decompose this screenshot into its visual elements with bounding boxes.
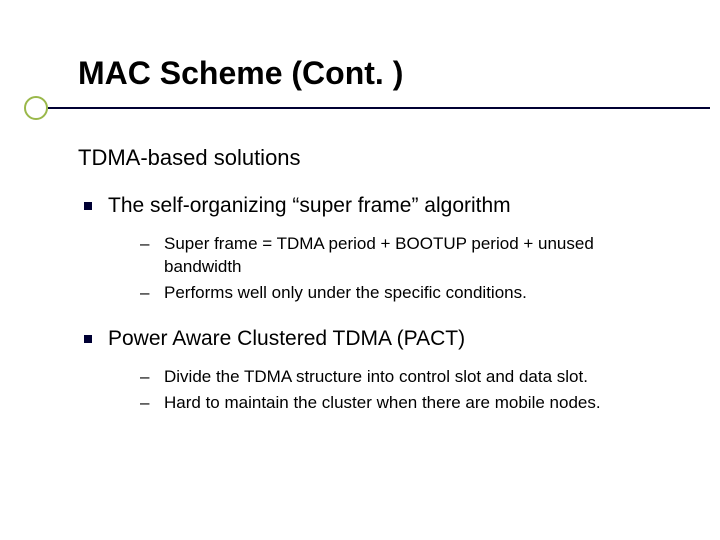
bullet-level2: – Hard to maintain the cluster when ther… — [78, 392, 670, 414]
bullet-level2: – Super frame = TDMA period + BOOTUP per… — [78, 233, 670, 277]
bullet-level1: Power Aware Clustered TDMA (PACT) — [78, 326, 670, 352]
bullet-text: Super frame = TDMA period + BOOTUP perio… — [164, 234, 594, 275]
subheading: TDMA-based solutions — [78, 145, 670, 171]
slide: MAC Scheme (Cont. ) TDMA-based solutions… — [0, 0, 720, 540]
dash-bullet-icon: – — [140, 366, 149, 388]
dash-bullet-icon: – — [140, 233, 149, 255]
slide-title: MAC Scheme (Cont. ) — [78, 56, 670, 91]
title-rule — [78, 99, 670, 123]
bullet-text: Performs well only under the specific co… — [164, 283, 527, 302]
accent-circle-icon — [24, 96, 48, 120]
bullet-level2: – Performs well only under the specific … — [78, 282, 670, 304]
bullet-level1: The self-organizing “super frame” algori… — [78, 193, 670, 219]
rule-line — [48, 107, 710, 109]
dash-bullet-icon: – — [140, 282, 149, 304]
dash-bullet-icon: – — [140, 392, 149, 414]
bullet-text: Hard to maintain the cluster when there … — [164, 393, 601, 412]
sub-bullet-group: – Super frame = TDMA period + BOOTUP per… — [78, 233, 670, 303]
bullet-text: The self-organizing “super frame” algori… — [108, 194, 511, 217]
bullet-text: Power Aware Clustered TDMA (PACT) — [108, 327, 465, 350]
bullet-text: Divide the TDMA structure into control s… — [164, 367, 588, 386]
sub-bullet-group: – Divide the TDMA structure into control… — [78, 366, 670, 414]
bullet-level2: – Divide the TDMA structure into control… — [78, 366, 670, 388]
square-bullet-icon — [84, 202, 92, 210]
square-bullet-icon — [84, 335, 92, 343]
